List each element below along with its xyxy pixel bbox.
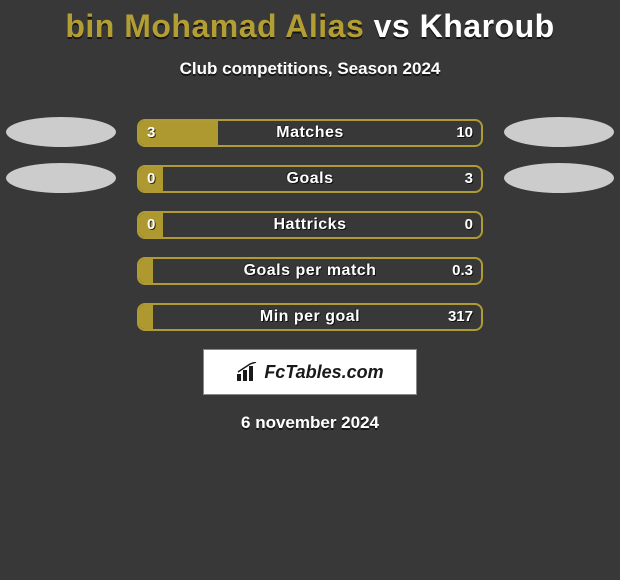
stat-label: Min per goal bbox=[139, 305, 481, 329]
stat-bar: 0Hattricks0 bbox=[137, 211, 483, 239]
player1-photo-placeholder bbox=[6, 117, 116, 147]
title-player1: bin Mohamad Alias bbox=[65, 8, 364, 44]
title-player2: Kharoub bbox=[420, 8, 555, 44]
stat-bar: 3Matches10 bbox=[137, 119, 483, 147]
stat-label: Goals per match bbox=[139, 259, 481, 283]
stat-row: 3Matches10 bbox=[0, 119, 620, 149]
logo-inner: FcTables.com bbox=[236, 362, 383, 383]
date-label: 6 november 2024 bbox=[0, 413, 620, 433]
stat-bar: Min per goal317 bbox=[137, 303, 483, 331]
stat-value-right: 0.3 bbox=[444, 259, 481, 283]
stat-bar: 0Goals3 bbox=[137, 165, 483, 193]
player2-photo-placeholder bbox=[504, 117, 614, 147]
stats-rows: 3Matches100Goals30Hattricks0Goals per ma… bbox=[0, 119, 620, 333]
stat-label: Matches bbox=[139, 121, 481, 145]
stat-row: Goals per match0.3 bbox=[0, 257, 620, 287]
stat-value-right: 317 bbox=[440, 305, 481, 329]
bar-chart-icon bbox=[236, 362, 260, 382]
stat-label: Goals bbox=[139, 167, 481, 191]
stat-label: Hattricks bbox=[139, 213, 481, 237]
stat-row: 0Goals3 bbox=[0, 165, 620, 195]
stat-value-right: 3 bbox=[457, 167, 481, 191]
title-vs: vs bbox=[374, 8, 411, 44]
stat-value-right: 10 bbox=[448, 121, 481, 145]
player2-photo-placeholder bbox=[504, 163, 614, 193]
stat-bar: Goals per match0.3 bbox=[137, 257, 483, 285]
stat-value-right: 0 bbox=[457, 213, 481, 237]
stat-row: Min per goal317 bbox=[0, 303, 620, 333]
page-title: bin Mohamad Alias vs Kharoub bbox=[0, 0, 620, 45]
logo-text: FcTables.com bbox=[264, 362, 383, 383]
logo-box[interactable]: FcTables.com bbox=[203, 349, 417, 395]
comparison-infographic: bin Mohamad Alias vs Kharoub Club compet… bbox=[0, 0, 620, 580]
subtitle: Club competitions, Season 2024 bbox=[0, 59, 620, 79]
stat-row: 0Hattricks0 bbox=[0, 211, 620, 241]
player1-photo-placeholder bbox=[6, 163, 116, 193]
